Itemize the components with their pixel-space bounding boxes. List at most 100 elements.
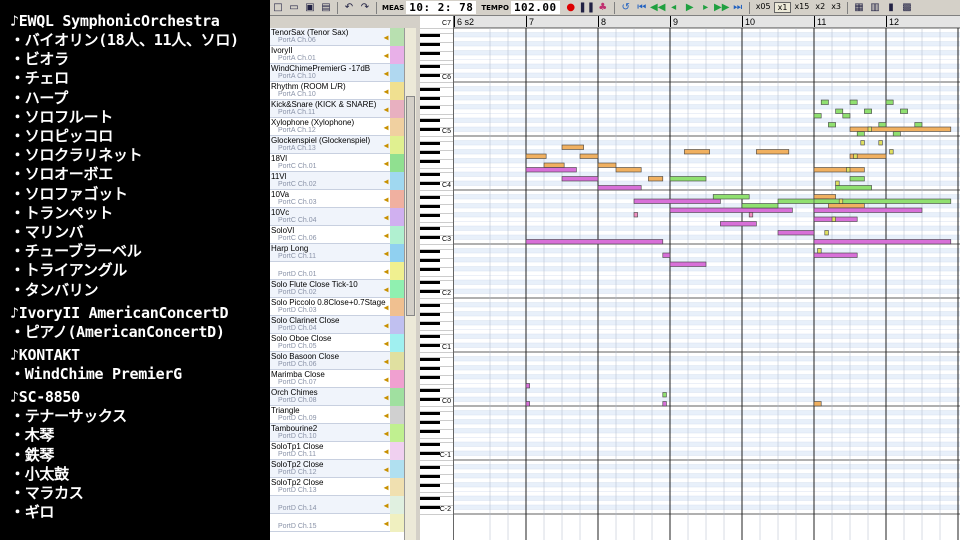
track-row[interactable]: Solo Oboe Close PortD Ch.05 ◀ [270, 334, 404, 352]
measure-label[interactable]: 9 [670, 16, 678, 27]
track-color-swatch[interactable] [390, 118, 404, 136]
track-row[interactable]: Glockenspiel (Glockenspiel) PortA Ch.13 ◀ [270, 136, 404, 154]
midi-note[interactable] [856, 131, 865, 137]
save-icon[interactable]: ▣ [305, 2, 315, 13]
speaker-icon[interactable]: ◀ [383, 428, 389, 438]
fast-forward-icon[interactable]: ▶▶ [714, 2, 730, 13]
play-icon[interactable]: ▶ [685, 2, 694, 13]
track-color-swatch[interactable] [390, 190, 404, 208]
track-color-swatch[interactable] [390, 424, 404, 442]
track-row[interactable]: IvoryII PortA Ch.01 ◀ [270, 46, 404, 64]
speaker-icon[interactable]: ◀ [383, 338, 389, 348]
track-row[interactable]: SoloTp2 Close PortD Ch.13 ◀ [270, 478, 404, 496]
midi-note[interactable] [669, 261, 707, 267]
black-key[interactable] [420, 420, 440, 424]
midi-note[interactable] [741, 203, 779, 209]
track-color-swatch[interactable] [390, 478, 404, 496]
midi-note[interactable] [849, 176, 865, 182]
black-key[interactable] [420, 483, 440, 487]
track-color-swatch[interactable] [390, 226, 404, 244]
zoom-option-x15[interactable]: x15 [794, 2, 810, 11]
track-color-swatch[interactable] [390, 136, 404, 154]
black-key[interactable] [420, 465, 440, 469]
speaker-icon[interactable]: ◀ [383, 230, 389, 240]
list-icon[interactable]: ▥ [870, 2, 880, 13]
track-color-swatch[interactable] [390, 298, 404, 316]
black-key[interactable] [420, 357, 440, 361]
midi-note[interactable] [889, 149, 894, 155]
black-key[interactable] [420, 33, 440, 37]
track-color-swatch[interactable] [390, 28, 404, 46]
midi-note[interactable] [662, 401, 667, 407]
settings-icon[interactable]: ▩ [902, 2, 912, 13]
track-color-swatch[interactable] [390, 388, 404, 406]
midi-note[interactable] [849, 99, 858, 105]
back-icon[interactable]: ◂ [671, 2, 677, 13]
black-key[interactable] [420, 281, 440, 284]
track-row[interactable]: 11Vl PortC Ch.02 ◀ [270, 172, 404, 190]
track-color-swatch[interactable] [390, 208, 404, 226]
midi-note[interactable] [684, 149, 710, 155]
speaker-icon[interactable]: ◀ [383, 104, 389, 114]
midi-note[interactable] [900, 108, 908, 114]
meas-value[interactable]: 10: 2: 78 [406, 1, 477, 14]
black-key[interactable] [420, 65, 440, 68]
track-row[interactable]: TenorSax (Tenor Sax) PortA Ch.06 ◀ [270, 28, 404, 46]
track-row[interactable]: Solo Piccolo 0.8Close+0.7Stage PortD Ch.0… [270, 298, 404, 316]
midi-note[interactable] [813, 401, 822, 407]
redo-icon[interactable]: ↷ [360, 2, 370, 13]
midi-note[interactable] [633, 198, 721, 204]
speaker-icon[interactable]: ◀ [383, 392, 389, 402]
track-row[interactable]: Harp Long PortC Ch.11 ◀ [270, 244, 404, 262]
track-color-swatch[interactable] [390, 460, 404, 478]
black-key[interactable] [420, 128, 440, 131]
track-row[interactable]: SoloTp1 Close PortD Ch.11 ◀ [270, 442, 404, 460]
midi-note[interactable] [867, 126, 872, 132]
measure-ruler[interactable]: 6 s2 7 8 9 10 11 12 [454, 16, 960, 28]
midi-note[interactable] [561, 144, 584, 150]
midi-note[interactable] [813, 252, 858, 258]
black-key[interactable] [420, 506, 440, 509]
midi-note[interactable] [525, 153, 547, 159]
midi-note[interactable] [813, 198, 952, 204]
midi-note[interactable] [543, 162, 565, 168]
measure-label[interactable]: 11 [814, 16, 826, 27]
speaker-icon[interactable]: ◀ [383, 176, 389, 186]
undo-icon[interactable]: ↶ [344, 2, 354, 13]
black-key[interactable] [420, 119, 440, 122]
midi-note[interactable] [885, 99, 894, 105]
zoom-option-x3[interactable]: x3 [831, 2, 842, 11]
midi-note[interactable] [561, 176, 599, 182]
midi-note[interactable] [835, 108, 844, 114]
track-color-swatch[interactable] [390, 316, 404, 334]
track-color-swatch[interactable] [390, 352, 404, 370]
midi-note[interactable] [813, 239, 952, 245]
midi-note[interactable] [842, 113, 851, 119]
midi-note[interactable] [669, 176, 707, 182]
speaker-icon[interactable]: ◀ [383, 464, 389, 474]
midi-note[interactable] [849, 126, 952, 132]
open-icon[interactable]: ▭ [289, 2, 299, 13]
speaker-icon[interactable]: ◀ [383, 284, 389, 294]
midi-note[interactable] [777, 230, 815, 236]
black-key[interactable] [420, 366, 440, 370]
speaker-icon[interactable]: ◀ [383, 50, 389, 60]
black-key[interactable] [420, 87, 440, 91]
record-icon[interactable]: ● [566, 2, 576, 13]
metronome-icon[interactable]: ♣ [598, 2, 608, 13]
black-key[interactable] [420, 290, 440, 293]
track-row[interactable]: PortD Ch.15 ◀ [270, 514, 404, 532]
black-key[interactable] [420, 42, 440, 46]
track-row[interactable]: Xylophone (Xylophone) PortA Ch.12 ◀ [270, 118, 404, 136]
track-color-swatch[interactable] [390, 64, 404, 82]
track-row[interactable]: 10Va PortC Ch.03 ◀ [270, 190, 404, 208]
midi-note[interactable] [831, 216, 836, 222]
piano-roll-grid[interactable] [454, 28, 960, 540]
print-icon[interactable]: ▤ [321, 2, 331, 13]
track-color-swatch[interactable] [390, 514, 404, 532]
track-color-swatch[interactable] [390, 100, 404, 118]
speaker-icon[interactable]: ◀ [383, 212, 389, 222]
black-key[interactable] [420, 150, 440, 154]
track-row[interactable]: Rhythm (ROOM L/R) PortA Ch.10 ◀ [270, 82, 404, 100]
measure-label[interactable]: 10 [742, 16, 755, 27]
